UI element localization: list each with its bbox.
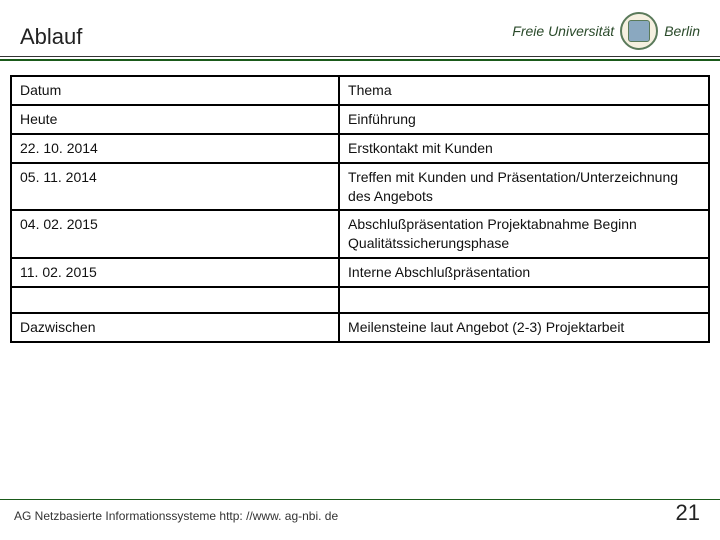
table-row: 22. 10. 2014 Erstkontakt mit Kunden	[11, 134, 709, 163]
schedule-table: Datum Thema Heute Einführung 22. 10. 201…	[10, 75, 710, 343]
slide-header: Ablauf Freie Universität Berlin	[0, 0, 720, 56]
table-cell: Treffen mit Kunden und Präsentation/Unte…	[339, 163, 709, 211]
table-cell: Dazwischen	[11, 313, 339, 342]
logo-text-right: Berlin	[664, 23, 700, 39]
table-cell	[339, 287, 709, 313]
slide-title: Ablauf	[20, 24, 82, 50]
table-cell: 22. 10. 2014	[11, 134, 339, 163]
table-row: 05. 11. 2014 Treffen mit Kunden und Präs…	[11, 163, 709, 211]
university-logo: Freie Universität Berlin	[512, 12, 700, 50]
table-cell: Thema	[339, 76, 709, 105]
table-row: Datum Thema	[11, 76, 709, 105]
table-row: Dazwischen Meilensteine laut Angebot (2-…	[11, 313, 709, 342]
table-cell: Erstkontakt mit Kunden	[339, 134, 709, 163]
table-cell: Interne Abschlußpräsentation	[339, 258, 709, 287]
table-cell: Meilensteine laut Angebot (2-3) Projekta…	[339, 313, 709, 342]
footer-text: AG Netzbasierte Informationssysteme http…	[14, 509, 338, 523]
slide-footer: AG Netzbasierte Informationssysteme http…	[0, 500, 720, 526]
logo-text-left: Freie Universität	[512, 23, 614, 39]
table-cell: 04. 02. 2015	[11, 210, 339, 258]
table-cell: Einführung	[339, 105, 709, 134]
table-cell: 11. 02. 2015	[11, 258, 339, 287]
table-cell	[11, 287, 339, 313]
table-row: 04. 02. 2015 Abschlußpräsentation Projek…	[11, 210, 709, 258]
table-cell: Heute	[11, 105, 339, 134]
slide-content: Datum Thema Heute Einführung 22. 10. 201…	[0, 61, 720, 540]
header-rule-thin	[0, 56, 720, 57]
table-row: 11. 02. 2015 Interne Abschlußpräsentatio…	[11, 258, 709, 287]
slide: Ablauf Freie Universität Berlin Datum Th…	[0, 0, 720, 540]
table-row: Heute Einführung	[11, 105, 709, 134]
table-row	[11, 287, 709, 313]
table-cell: Datum	[11, 76, 339, 105]
seal-icon	[620, 12, 658, 50]
page-number: 21	[676, 500, 700, 526]
table-cell: 05. 11. 2014	[11, 163, 339, 211]
table-cell: Abschlußpräsentation Projektabnahme Begi…	[339, 210, 709, 258]
